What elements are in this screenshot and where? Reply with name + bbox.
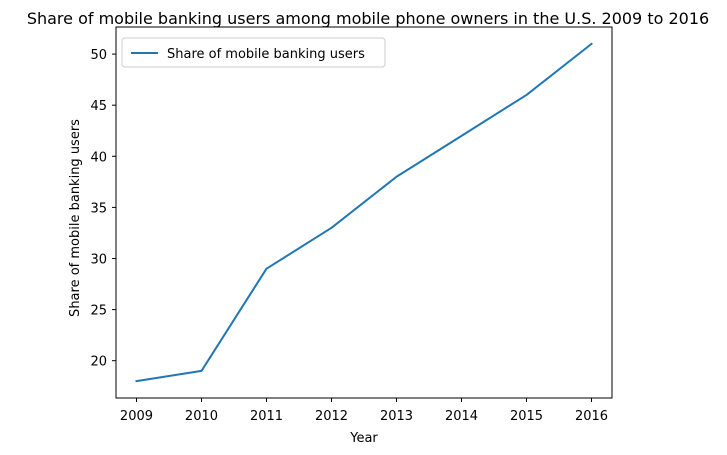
chart-title: Share of mobile banking users among mobi… xyxy=(27,9,709,28)
series-layer xyxy=(135,42,593,383)
legend-label: Share of mobile banking users xyxy=(167,47,365,62)
y-tick-label: 35 xyxy=(90,201,107,216)
x-tick-label: 2009 xyxy=(120,409,153,424)
y-tick-label: 30 xyxy=(90,252,107,267)
y-axis: 20 25 30 35 40 45 50 xyxy=(90,48,116,370)
y-tick-label: 50 xyxy=(90,48,107,63)
x-tick-label: 2013 xyxy=(380,409,413,424)
legend-box xyxy=(121,37,386,68)
x-axis-label: Year xyxy=(349,431,378,446)
series-line xyxy=(135,42,593,383)
y-axis-label: Share of mobile banking users xyxy=(68,119,83,317)
x-tick-label: 2015 xyxy=(510,409,543,424)
y-tick-label: 45 xyxy=(90,99,107,114)
x-tick-label: 2014 xyxy=(445,409,478,424)
x-tick-label: 2011 xyxy=(250,409,283,424)
x-tick-label: 2016 xyxy=(575,409,608,424)
plot-frame xyxy=(115,26,613,399)
legend: Share of mobile banking users xyxy=(121,37,386,68)
y-tick-label: 40 xyxy=(90,150,107,165)
y-tick-label: 20 xyxy=(90,355,107,370)
x-tick-label: 2010 xyxy=(185,409,218,424)
y-tick-label: 25 xyxy=(90,304,107,319)
x-axis: 2009 2010 2011 2012 2013 2014 2015 2016 xyxy=(120,398,608,424)
x-tick-label: 2012 xyxy=(315,409,348,424)
